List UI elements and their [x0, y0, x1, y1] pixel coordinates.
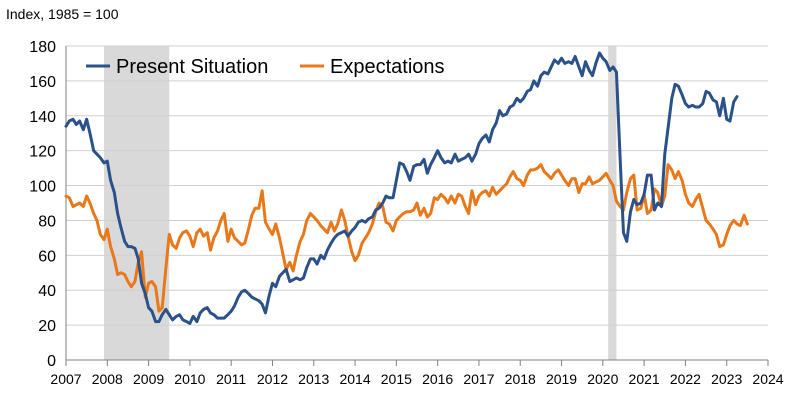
x-tick-label: 2021: [629, 371, 660, 387]
x-tick-label: 2013: [298, 371, 329, 387]
series-line-expectations: [64, 163, 749, 313]
x-tick-label: 2015: [381, 371, 412, 387]
recession-band-0: [103, 46, 170, 360]
y-tick-label: 0: [47, 353, 56, 370]
y-tick-label: 140: [29, 109, 56, 126]
y-tick-label: 120: [29, 144, 56, 161]
gridlines-group: [66, 45, 768, 326]
x-tick-label: 2020: [587, 371, 618, 387]
y-tick-label: 160: [29, 74, 56, 91]
x-tick-label: 2024: [752, 371, 783, 387]
x-tick-label: 2012: [257, 371, 288, 387]
y-tick-label: 60: [38, 248, 56, 265]
x-tick-label: 2007: [50, 371, 81, 387]
series-line-present-situation: [64, 51, 739, 325]
x-tick-label: 2008: [92, 371, 123, 387]
x-tick-label: 2019: [546, 371, 577, 387]
series-group: [64, 51, 749, 325]
x-tick-label: 2023: [711, 371, 742, 387]
x-tick-label: 2022: [670, 371, 701, 387]
x-tick-label: 2016: [422, 371, 453, 387]
y-tick-label: 80: [38, 213, 56, 230]
axes-group: 0 20 40 60 80 100 120 140 160 180 2007 2008 2009 2010…: [29, 39, 783, 387]
x-tick-label: 2017: [463, 371, 494, 387]
x-tick-label: 2009: [133, 371, 164, 387]
y-tick-label: 100: [29, 179, 56, 196]
y-tick-label: 40: [38, 283, 56, 300]
x-tick-label: 2018: [505, 371, 536, 387]
y-tick-label: 180: [29, 39, 56, 56]
x-tick-label: 2014: [339, 371, 370, 387]
y-axis-unit-label: Index, 1985 = 100: [6, 6, 119, 22]
x-tick-label: 2011: [216, 371, 246, 387]
legend-label-expectations: Expectations: [330, 56, 445, 78]
legend: Present Situation Expectations: [86, 56, 445, 78]
legend-label-present-situation: Present Situation: [116, 56, 268, 78]
y-tick-label: 20: [38, 318, 56, 335]
recession-band-1: [608, 46, 617, 360]
x-tick-label: 2010: [174, 371, 205, 387]
recession-shading-group: [103, 46, 617, 360]
